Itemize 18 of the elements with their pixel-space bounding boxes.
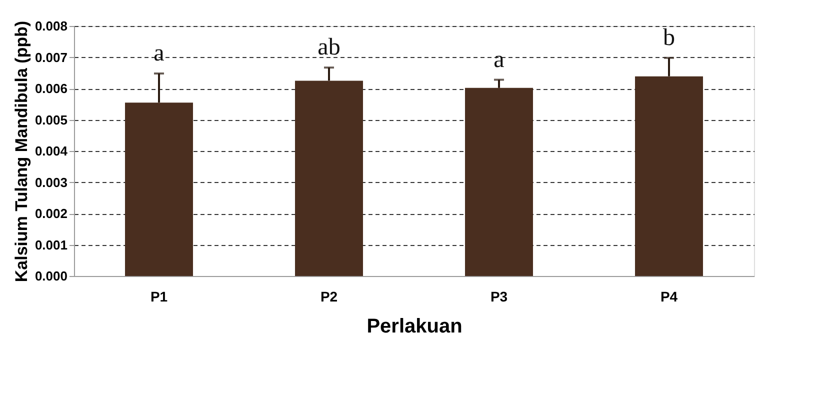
- annotation: a: [154, 40, 165, 66]
- y-tick-label: 0.006: [34, 81, 68, 96]
- y-tick-label: 0.000: [34, 268, 68, 284]
- y-tick-label: 0.004: [34, 144, 68, 158]
- y-axis-title: Kalsium Tulang Mandibula (ppb): [12, 20, 31, 282]
- y-tick-label: 0.008: [34, 18, 68, 34]
- y-tick-label: 0.005: [34, 112, 68, 128]
- y-tick-label: 0.001: [34, 237, 68, 252]
- x-tick-label: P3: [490, 288, 508, 304]
- x-axis-title: Perlakuan: [366, 316, 462, 338]
- annotation: b: [663, 24, 675, 51]
- x-tick-label: P4: [660, 288, 678, 304]
- x-tick-label: P1: [150, 288, 168, 304]
- x-tick-label: P2: [320, 288, 338, 304]
- annotation: ab: [318, 34, 340, 61]
- y-tick-label: 0.007: [34, 50, 68, 65]
- y-tick-label: 0.003: [34, 174, 68, 190]
- y-tick-label: 0.002: [34, 206, 68, 221]
